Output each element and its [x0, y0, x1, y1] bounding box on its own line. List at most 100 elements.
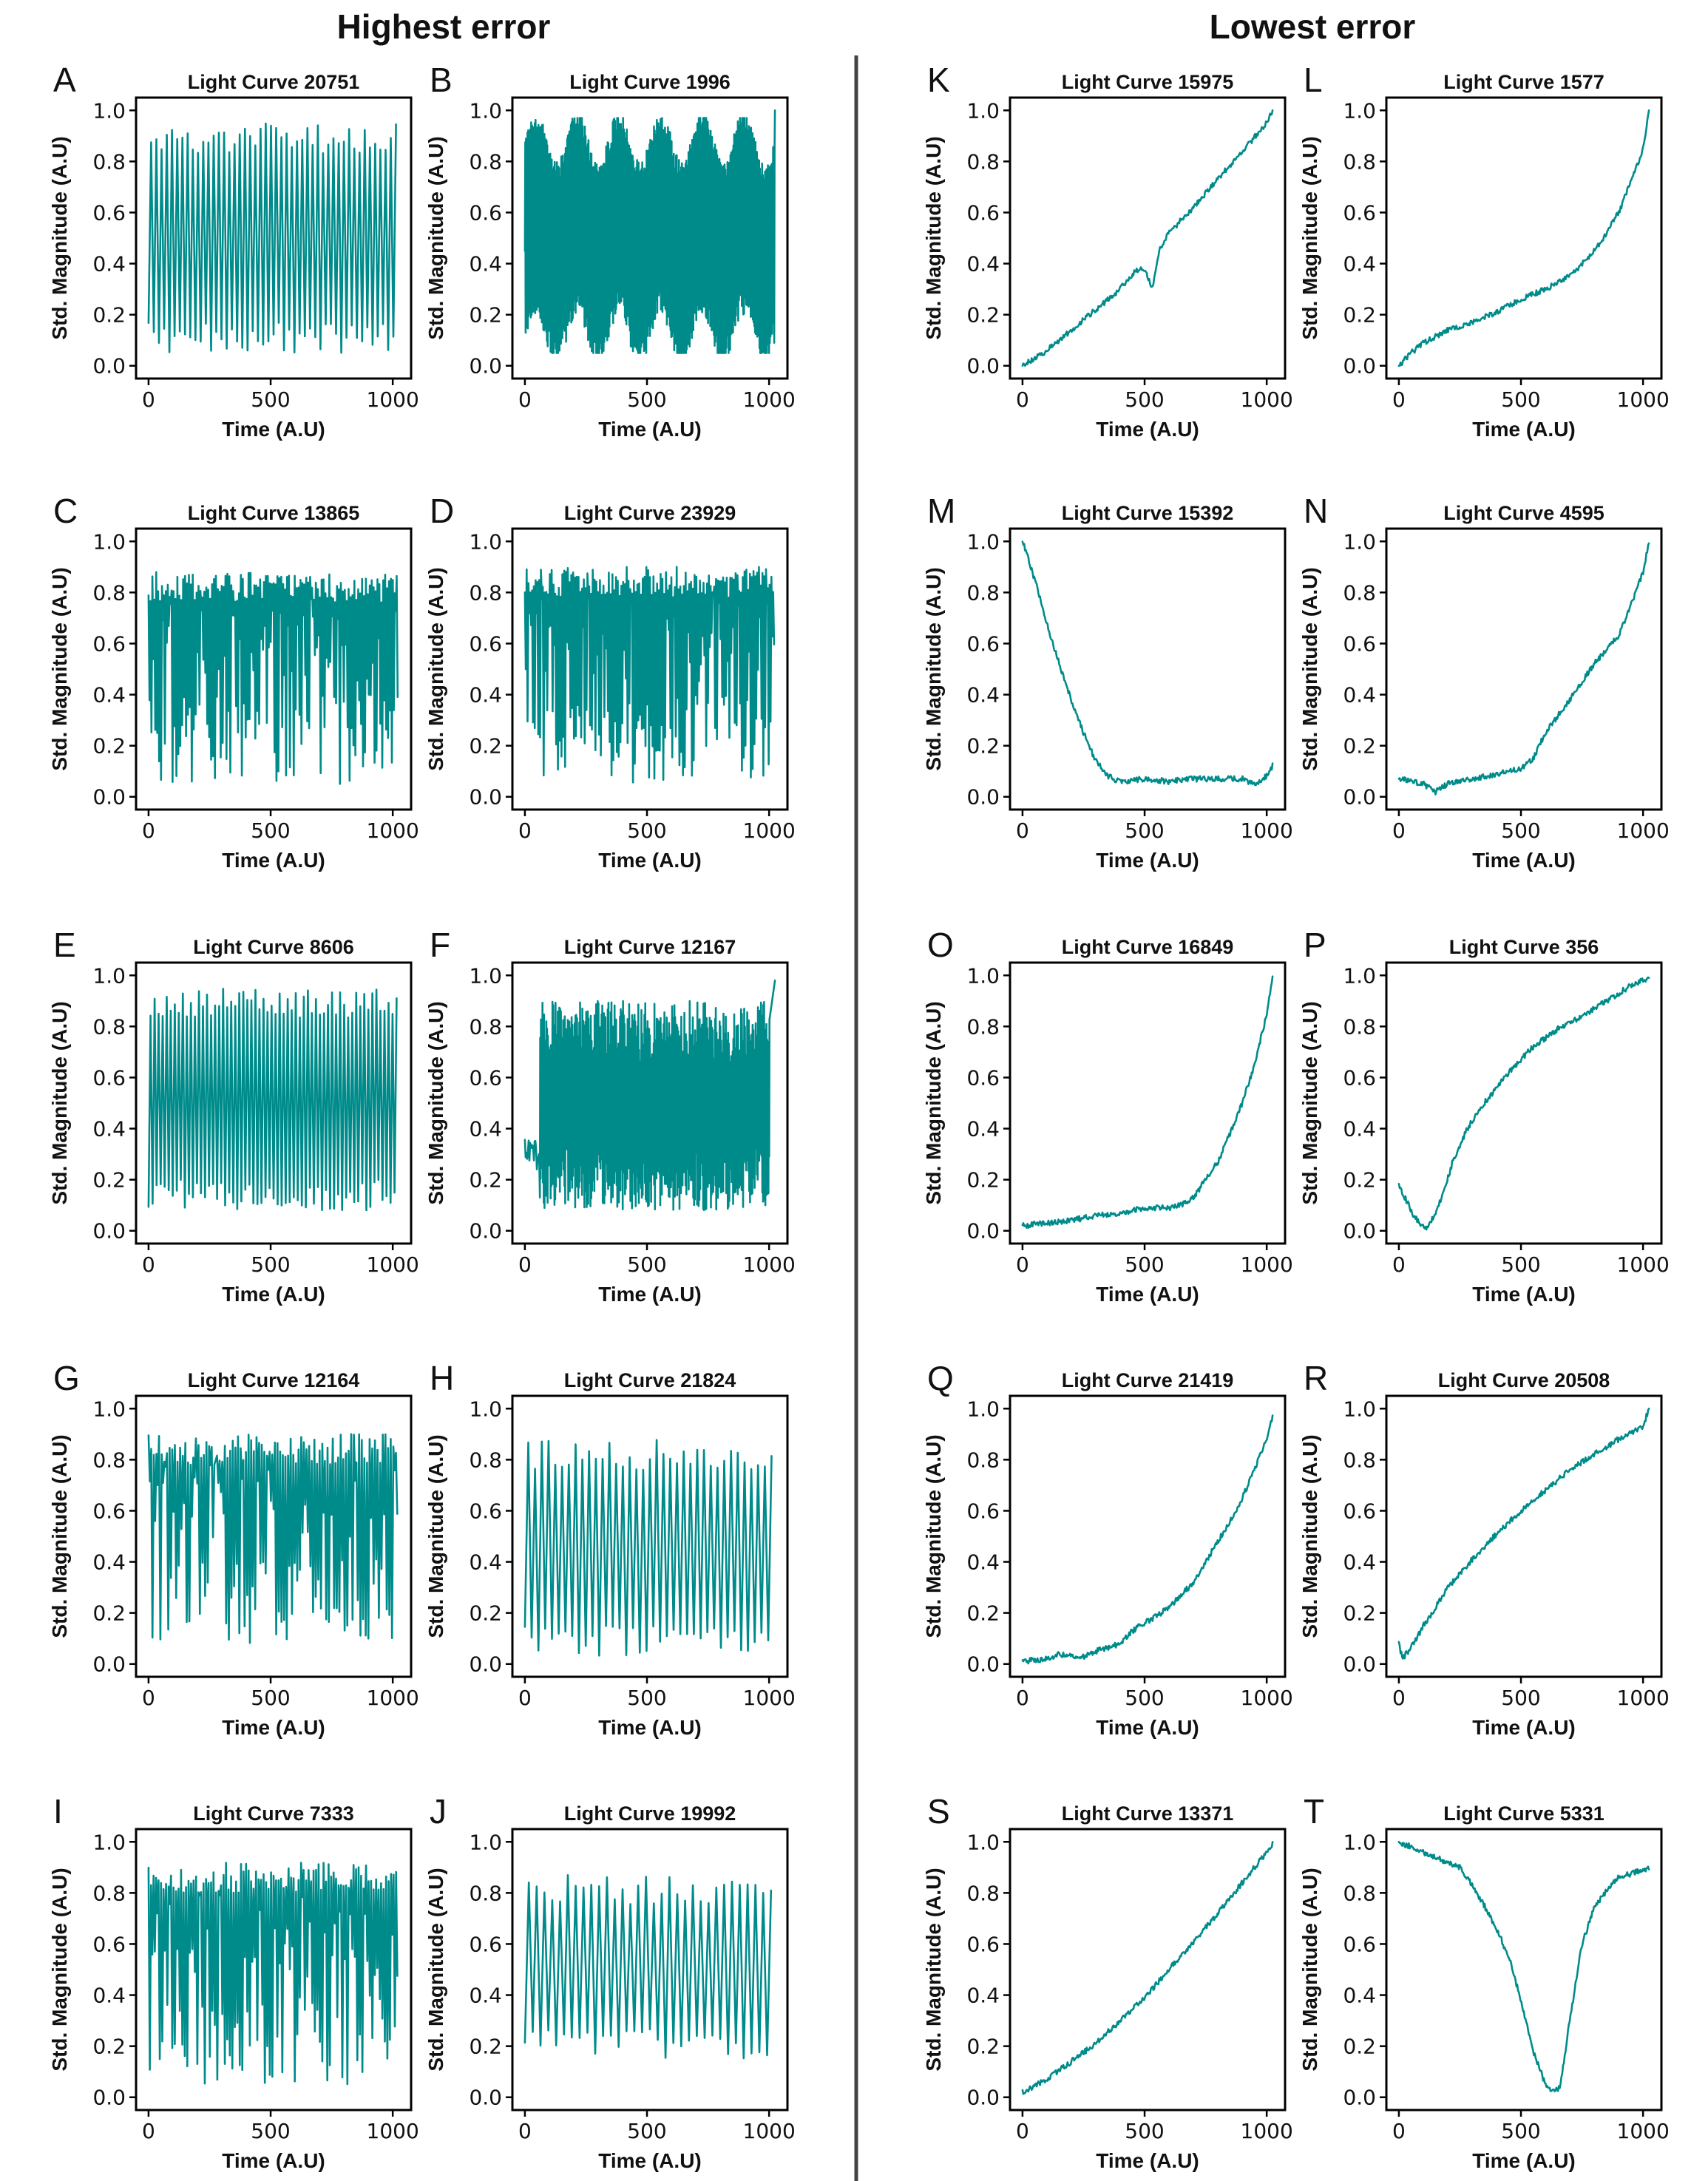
series-line: [147, 122, 397, 354]
x-tick-label: 500: [1125, 2119, 1164, 2143]
y-tick-label: 0.0: [1343, 354, 1376, 379]
series-line: [147, 571, 399, 785]
series-line: [147, 1433, 399, 1644]
y-tick-label: 0.2: [1343, 1168, 1376, 1193]
x-tick-label: 1000: [743, 1686, 796, 1710]
x-axis-label: Time (A.U): [1096, 1716, 1199, 1739]
y-tick-label: 0.4: [469, 1550, 502, 1575]
x-axis-label: Time (A.U): [598, 1716, 702, 1739]
x-tick-label: 500: [1125, 387, 1164, 412]
panel-K: K Light Curve 15975 0 500 1000 0.0 0.2 0.4 0.6 0.…: [922, 61, 1293, 441]
y-tick-label: 0.6: [1343, 1932, 1376, 1956]
y-tick-label: 0.0: [1343, 2086, 1376, 2110]
x-tick-label: 1000: [1617, 2119, 1670, 2143]
y-axis-label: Std. Magnitude (A.U): [48, 136, 71, 339]
panel-letter: H: [430, 1359, 454, 1397]
y-tick-label: 0.2: [92, 1168, 126, 1193]
y-axis-label: Std. Magnitude (A.U): [48, 1868, 71, 2071]
series-line: [147, 988, 398, 1212]
series-line: [147, 1862, 399, 2086]
series-line: [1397, 1841, 1650, 2093]
y-tick-label: 0.8: [966, 1014, 1000, 1039]
y-tick-label: 0.6: [92, 200, 126, 225]
y-tick-label: 0.6: [469, 1065, 502, 1090]
panel-title: Light Curve 20751: [188, 71, 360, 93]
panel-I: I Light Curve 7333 0 500 1000 0.0 0.2 0.4 0.6 0.8…: [48, 1792, 419, 2172]
x-tick-label: 500: [1501, 2119, 1540, 2143]
panel-L: L Light Curve 1577 0 500 1000 0.0 0.2 0.4 0.6 0.8…: [1298, 61, 1670, 441]
y-tick-label: 0.2: [92, 734, 126, 759]
y-tick-label: 0.2: [469, 1168, 502, 1193]
plot-frame: [1385, 96, 1663, 380]
x-axis-label: Time (A.U): [222, 1283, 325, 1306]
plot-frame: [511, 1394, 789, 1678]
y-tick-label: 0.8: [966, 1448, 1000, 1472]
y-tick-label: 0.8: [469, 1448, 502, 1472]
y-tick-label: 0.8: [1343, 1014, 1376, 1039]
y-tick-label: 0.4: [1343, 1117, 1376, 1142]
x-tick-label: 500: [1125, 1252, 1164, 1277]
x-tick-label: 1000: [1241, 2119, 1293, 2143]
x-tick-label: 0: [518, 1686, 532, 1710]
y-axis-label: Std. Magnitude (A.U): [424, 136, 447, 339]
series-line: [1397, 1408, 1650, 1660]
series-line: [1021, 540, 1274, 787]
y-tick-label: 0.0: [966, 1219, 1000, 1244]
panel-title: Light Curve 7333: [193, 1802, 354, 1825]
left-section-title: Highest error: [337, 7, 551, 46]
series-line: [523, 109, 776, 354]
y-tick-label: 0.8: [966, 580, 1000, 605]
y-axis-label: Std. Magnitude (A.U): [922, 1868, 945, 2071]
y-tick-label: 0.6: [1343, 1499, 1376, 1523]
plot-frame: [135, 1394, 413, 1678]
panel-letter: R: [1304, 1359, 1328, 1397]
y-tick-label: 0.0: [469, 1652, 502, 1677]
plot-frame: [1385, 961, 1663, 1245]
y-tick-label: 0.8: [966, 149, 1000, 174]
y-tick-label: 0.4: [966, 1550, 1000, 1575]
y-tick-label: 0.6: [92, 1065, 126, 1090]
y-tick-label: 0.4: [469, 683, 502, 708]
y-tick-label: 0.4: [92, 1117, 126, 1142]
panel-S: S Light Curve 13371 0 500 1000 0.0 0.2 0.4 0.6 0.…: [922, 1792, 1293, 2172]
plot-frame: [1009, 1394, 1287, 1678]
x-tick-label: 0: [1016, 387, 1029, 412]
y-tick-label: 0.6: [1343, 1065, 1376, 1090]
x-tick-label: 500: [627, 1252, 666, 1277]
panel-letter: C: [53, 492, 78, 530]
x-tick-label: 500: [1501, 387, 1540, 412]
y-tick-label: 0.4: [92, 683, 126, 708]
y-tick-label: 1.0: [1343, 529, 1376, 554]
x-axis-label: Time (A.U): [222, 1716, 325, 1739]
x-axis-label: Time (A.U): [222, 849, 325, 872]
x-axis-label: Time (A.U): [1096, 418, 1199, 441]
x-tick-label: 0: [1392, 1686, 1406, 1710]
panel-title: Light Curve 19992: [564, 1802, 736, 1825]
panel-title: Light Curve 23929: [564, 502, 736, 524]
panel-letter: B: [430, 61, 453, 99]
y-tick-label: 0.4: [966, 683, 1000, 708]
y-tick-label: 0.2: [966, 2035, 1000, 2059]
x-tick-label: 1000: [743, 818, 796, 843]
x-tick-label: 500: [1125, 818, 1164, 843]
y-axis-label: Std. Magnitude (A.U): [48, 567, 71, 770]
x-tick-label: 1000: [1617, 387, 1670, 412]
x-tick-label: 1000: [367, 1686, 419, 1710]
x-tick-label: 500: [1501, 1686, 1540, 1710]
panel-title: Light Curve 15392: [1062, 502, 1234, 524]
panel-title: Light Curve 12164: [188, 1369, 360, 1391]
y-tick-label: 0.4: [966, 1117, 1000, 1142]
y-tick-label: 0.2: [966, 734, 1000, 759]
x-tick-label: 500: [251, 2119, 290, 2143]
y-tick-label: 0.0: [469, 354, 502, 379]
y-tick-label: 0.2: [966, 303, 1000, 328]
y-tick-label: 0.6: [469, 200, 502, 225]
y-tick-label: 0.0: [92, 2086, 126, 2110]
plot-frame: [135, 96, 413, 380]
y-tick-label: 0.2: [966, 1601, 1000, 1626]
panel-title: Light Curve 20508: [1438, 1369, 1610, 1391]
panel-letter: N: [1304, 492, 1328, 530]
panel-title: Light Curve 15975: [1062, 71, 1234, 93]
y-tick-label: 1.0: [1343, 1397, 1376, 1421]
y-tick-label: 0.6: [966, 1065, 1000, 1090]
